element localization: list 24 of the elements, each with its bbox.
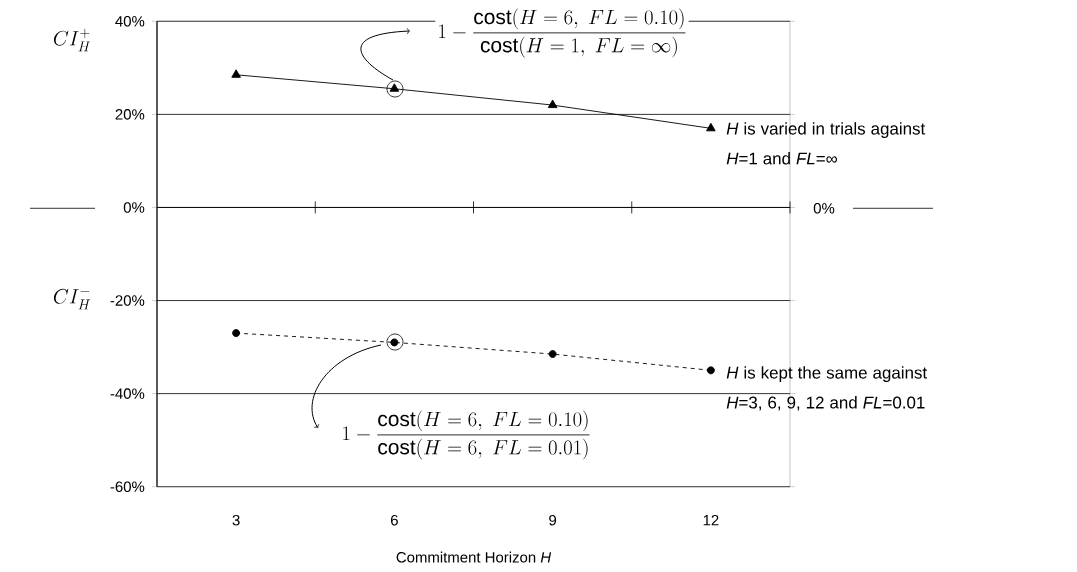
y-tick-label: 0%: [123, 202, 145, 213]
text: 0%: [813, 203, 835, 214]
x-tick-label: 9: [549, 514, 557, 526]
y-tick-label: 40%: [115, 16, 145, 27]
x-tick-label: 3: [232, 514, 240, 526]
y-tick-label: 20%: [115, 109, 145, 120]
y-tick-label: -20%: [110, 295, 145, 306]
x-axis-title: Commitment Horizon H: [396, 551, 552, 563]
text: $CI_H^{+}$: [53, 28, 91, 52]
point: [231, 69, 241, 78]
annotation: $1-\frac{\mathrm{cost}(H=6,\ FL=0.10)}{\mathrm{cost}(H=6,\ FL=0.01)}$: [343, 410, 590, 460]
annotation: H is varied in trials against H=1 and FL=∞: [726, 122, 926, 165]
x-tick-label: 6: [390, 514, 398, 526]
text: $CI_H^{-}$: [53, 288, 91, 310]
annotation: H is kept the same against H=3, 6, 9, 12 and FL=0.01: [726, 366, 928, 411]
point: [706, 122, 716, 132]
point: [706, 366, 715, 375]
y-tick-label: -40%: [110, 388, 145, 399]
point: [547, 99, 558, 109]
point: [232, 329, 241, 338]
y-tick-label: -60%: [110, 481, 145, 492]
x-tick-label: 12: [703, 514, 719, 526]
point: [548, 350, 557, 359]
annotation: $1-\frac{\mathrm{cost}(H=6,\ FL=0.10)}{\mathrm{cost}(H=1,\ FL=\infty)}$: [439, 8, 686, 58]
